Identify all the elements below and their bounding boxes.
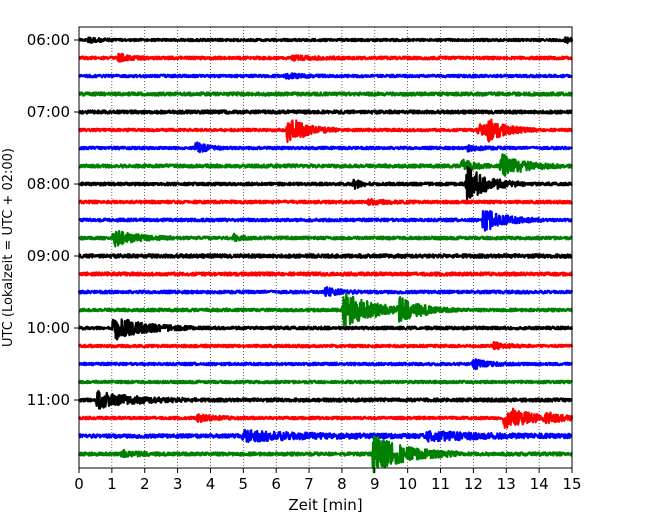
x-tick-label: 12	[464, 475, 483, 493]
x-tick-label: 14	[530, 475, 549, 493]
plot-frame	[78, 26, 573, 469]
x-axis: 0 1 2 3 4 5 6 7 8 9 10 11 12 13 14 15	[74, 468, 582, 493]
x-tick-label: 15	[562, 475, 581, 493]
trace-11:15	[77, 407, 574, 429]
trace-09:15	[78, 271, 573, 277]
x-tick-label: 7	[304, 475, 314, 493]
y-tick-label: 10:00	[27, 319, 70, 337]
trace-07:45	[78, 153, 573, 177]
trace-09:00	[78, 253, 573, 259]
trace-11:30	[78, 428, 573, 443]
trace-08:00	[77, 165, 573, 201]
x-tick-label: 6	[271, 475, 281, 493]
y-tick-label: 09:00	[27, 247, 70, 265]
trace-group	[77, 36, 574, 474]
x-axis-label: Zeit [min]	[288, 496, 362, 514]
trace-06:00	[78, 36, 574, 45]
trace-08:45	[77, 229, 573, 248]
trace-11:45	[77, 435, 573, 474]
trace-06:45	[78, 91, 574, 97]
x-tick-label: 9	[370, 475, 380, 493]
trace-07:30	[78, 141, 574, 154]
x-tick-label: 4	[206, 475, 216, 493]
trace-09:45	[78, 292, 573, 328]
x-tick-label: 10	[398, 475, 417, 493]
x-tick-label: 0	[74, 475, 84, 493]
x-tick-label: 8	[337, 475, 347, 493]
y-axis: 06:00 07:00 08:00 09:00 10:00 11:00	[27, 31, 79, 409]
trace-06:30	[77, 72, 573, 80]
trace-06:15	[78, 52, 573, 63]
y-tick-label: 08:00	[27, 175, 70, 193]
trace-07:15	[78, 118, 573, 144]
trace-10:45	[77, 379, 574, 385]
x-tick-label: 1	[107, 475, 117, 493]
y-tick-label: 07:00	[27, 103, 70, 121]
x-tick-label: 5	[239, 475, 249, 493]
trace-11:00	[77, 390, 573, 410]
y-axis-label: UTC (Lokalzeit = UTC + 02:00)	[1, 148, 16, 347]
trace-08:30	[78, 209, 573, 232]
x-tick-label: 13	[497, 475, 516, 493]
trace-10:30	[78, 358, 573, 371]
x-tick-label: 3	[173, 475, 183, 493]
trace-09:30	[77, 286, 574, 297]
y-tick-label: 11:00	[27, 391, 70, 409]
x-tick-label: 2	[140, 475, 150, 493]
x-tick-label: 11	[431, 475, 450, 493]
y-tick-label: 06:00	[27, 31, 70, 49]
trace-10:15	[78, 340, 574, 351]
trace-07:00	[78, 109, 573, 115]
trace-08:15	[78, 197, 573, 206]
trace-10:00	[78, 318, 574, 341]
